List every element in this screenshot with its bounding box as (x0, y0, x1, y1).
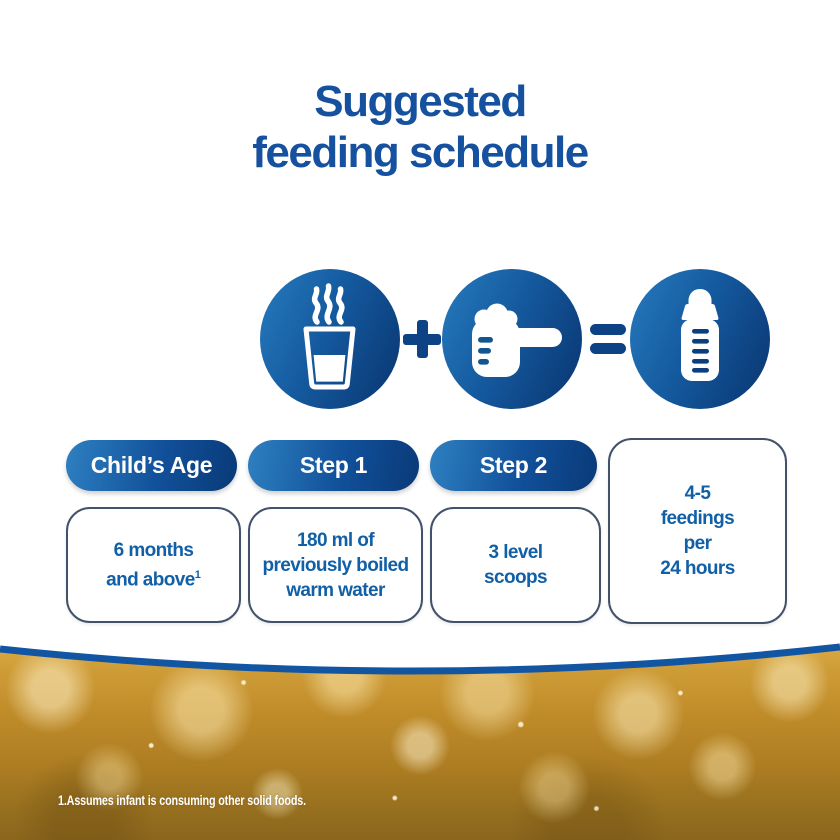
header-childs-age: Child’s Age (66, 440, 237, 491)
cell-line: 3 level (488, 542, 544, 563)
page-title: Suggested feeding schedule (0, 76, 840, 178)
plus-vertical-bar (416, 320, 428, 358)
formula-powder-scoop-icon (472, 303, 562, 377)
cell-line: 24 hours (660, 558, 735, 579)
equals-bottom-bar (590, 343, 626, 354)
hot-water-circle (260, 269, 400, 409)
header-label: Step 1 (299, 452, 368, 478)
curved-divider (0, 630, 840, 675)
equals-top-bar (590, 324, 626, 335)
cell-line: 6 months (113, 539, 194, 561)
header-label: Step 2 (479, 452, 548, 478)
plus-icon (402, 319, 442, 359)
step1-cell: 180 ml of previously boiled warm water (248, 507, 423, 623)
cell-line: 4-5 (684, 483, 711, 504)
steaming-water-glass-icon (303, 283, 356, 390)
page-title-line2: feeding schedule (252, 128, 589, 177)
cell-line: 180 ml of (297, 529, 375, 551)
step2-cell: 3 level scoops (430, 507, 601, 623)
cell-line: previously boiled (262, 554, 409, 576)
cell-line: warm water (286, 579, 385, 601)
header-label: Child’s Age (90, 452, 213, 478)
footnote-text: 1.Assumes infant is consuming other soli… (58, 793, 306, 808)
cell-line: scoops (484, 567, 548, 588)
page-title-line1: Suggested (314, 77, 527, 126)
cell-line: per (683, 533, 712, 554)
age-cell: 6 months and above1 (66, 507, 241, 623)
header-step1: Step 1 (248, 440, 419, 491)
cell-line: and above1 (106, 563, 201, 592)
cell-line-text: and above (106, 569, 195, 591)
footnote-marker: 1 (194, 568, 201, 581)
equals-icon (590, 324, 626, 354)
feedings-result-cell: 4-5 feedings per 24 hours (608, 438, 787, 624)
header-step2: Step 2 (430, 440, 597, 491)
cell-line: feedings (660, 508, 735, 529)
bottle-circle (630, 269, 770, 409)
scoop-circle (442, 269, 582, 409)
baby-bottle-icon (681, 289, 719, 381)
